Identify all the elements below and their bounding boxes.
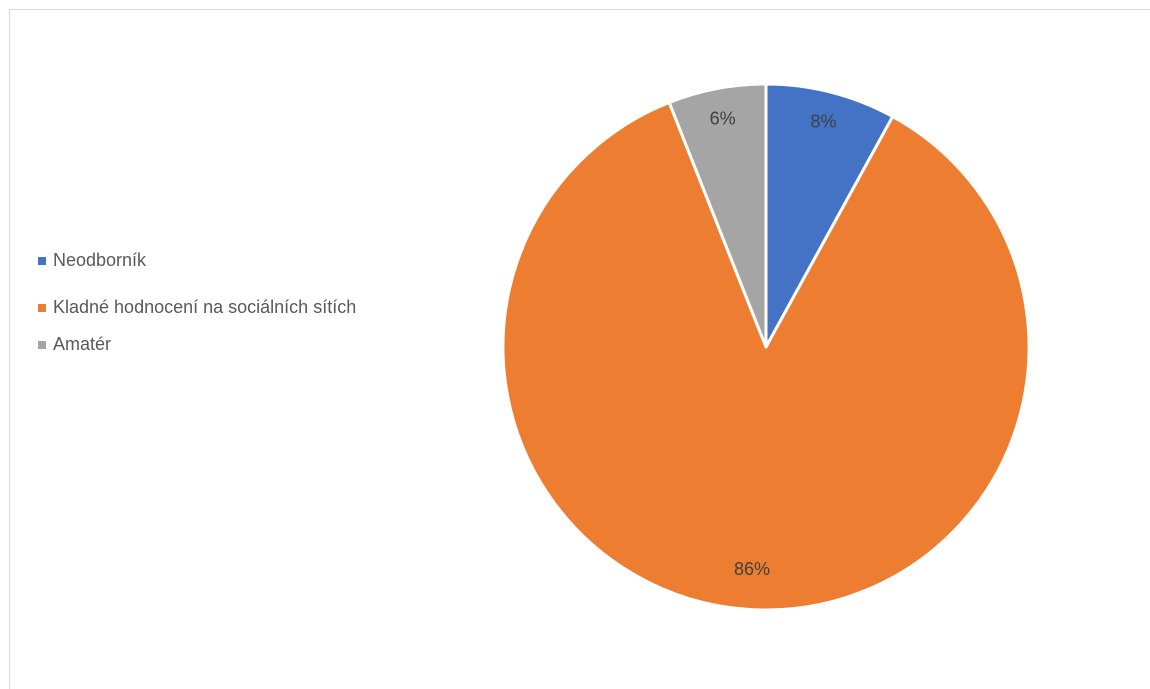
chart-legend: Neodborník Kladné hodnocení na sociálníc… (38, 248, 368, 357)
data-label-neodbornik: 8% (811, 112, 837, 132)
legend-label-neodbornik: Neodborník (53, 250, 147, 270)
legend-item-amater: Amatér (38, 332, 368, 357)
legend-swatch-kladne-hodnoceni (38, 304, 46, 312)
data-label-amater: 6% (710, 108, 736, 128)
data-label-kladne-hodnoceni: 86% (734, 559, 770, 579)
legend-label-kladne-hodnoceni: Kladné hodnocení na sociálních sítích (53, 297, 357, 317)
legend-swatch-amater (38, 341, 46, 349)
legend-swatch-neodbornik (38, 257, 46, 265)
pie-slice-neodbornik (764, 82, 895, 349)
pie-slice-kladne-hodnoceni (501, 100, 1031, 612)
legend-item-neodbornik: Neodborník (38, 248, 368, 273)
legend-item-kladne-hodnoceni: Kladné hodnocení na sociálních sítích (38, 295, 368, 320)
legend-label-amater: Amatér (53, 334, 112, 354)
pie-slice-amater (667, 82, 768, 349)
